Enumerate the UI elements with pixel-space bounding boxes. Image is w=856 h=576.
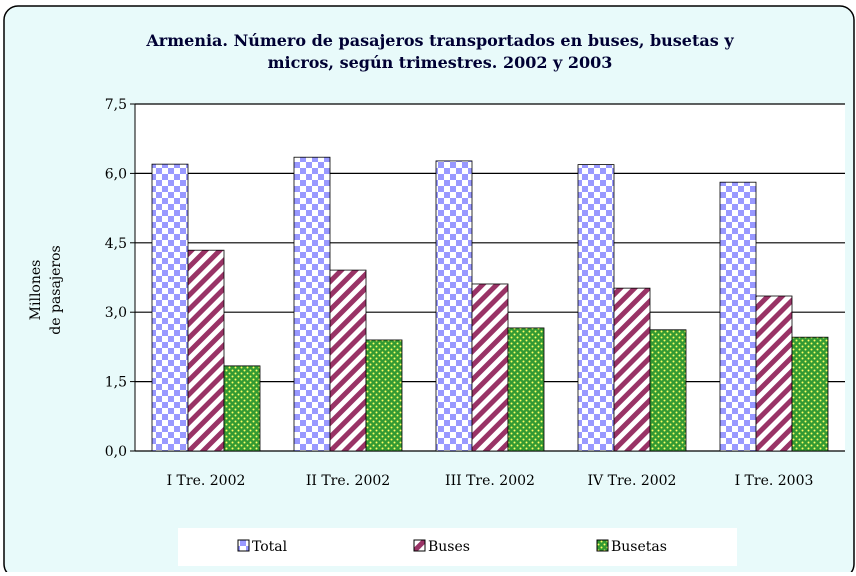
- bar: [507, 327, 545, 452]
- y-axis-label: Millones: [28, 260, 44, 321]
- x-tick-label: IV Tre. 2002: [588, 473, 677, 489]
- bar: [613, 287, 651, 452]
- x-tick-label: I Tre. 2002: [167, 473, 246, 489]
- legend-label: Buses: [428, 539, 470, 555]
- legend-swatch: [596, 539, 609, 552]
- legend-label: Busetas: [611, 539, 667, 555]
- bar: [293, 156, 331, 452]
- legend-swatch: [237, 539, 250, 552]
- bar: [223, 365, 261, 452]
- bar: [151, 163, 189, 452]
- y-tick-label: 4,5: [105, 236, 127, 252]
- legend-swatch: [413, 539, 426, 552]
- chart-title: Armenia. Número de pasajeros transportad…: [145, 31, 734, 72]
- bar: [329, 269, 367, 452]
- y-tick-label: 7,5: [105, 97, 127, 113]
- bar: [577, 164, 615, 452]
- bar: [471, 283, 509, 452]
- legend-label: Total: [252, 539, 288, 555]
- y-tick-label: 6,0: [105, 166, 127, 182]
- bar: [791, 336, 829, 452]
- bar: [649, 329, 687, 452]
- y-tick-label: 0,0: [105, 444, 127, 460]
- bar: [187, 249, 225, 452]
- x-tick-label: I Tre. 2003: [735, 473, 814, 489]
- bar: [435, 160, 473, 452]
- legend-box: [178, 528, 737, 566]
- bar: [755, 295, 793, 452]
- x-tick-label: III Tre. 2002: [445, 473, 535, 489]
- y-tick-label: 3,0: [105, 305, 127, 321]
- bar: [719, 181, 757, 452]
- y-axis-label: de pasajeros: [48, 245, 64, 334]
- y-tick-label: 1,5: [105, 375, 127, 391]
- x-tick-label: II Tre. 2002: [306, 473, 390, 489]
- bar: [365, 339, 403, 452]
